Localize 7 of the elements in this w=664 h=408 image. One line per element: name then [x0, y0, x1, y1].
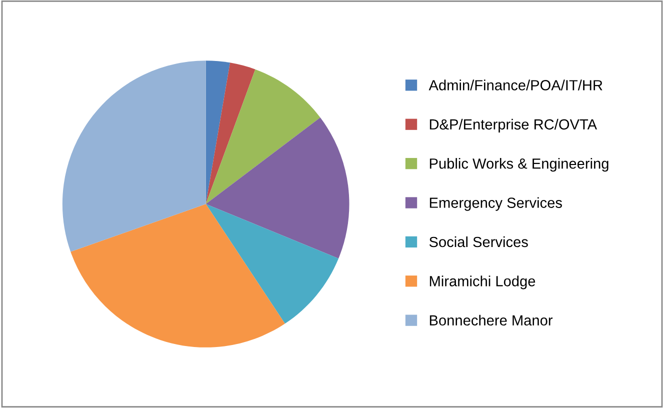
legend-label: Social Services	[429, 236, 528, 248]
legend-label: D&P/Enterprise RC/OVTA	[430, 118, 598, 132]
legend-label: Emergency Services	[430, 197, 562, 211]
legend-label: Admin/Finance/POA/IT/HR	[428, 80, 602, 90]
legend-label: Public Works & Engineering	[430, 158, 608, 172]
legend-label: Bonnechere Manor	[430, 314, 553, 326]
legend-label: Miramichi Lodge	[430, 276, 536, 290]
